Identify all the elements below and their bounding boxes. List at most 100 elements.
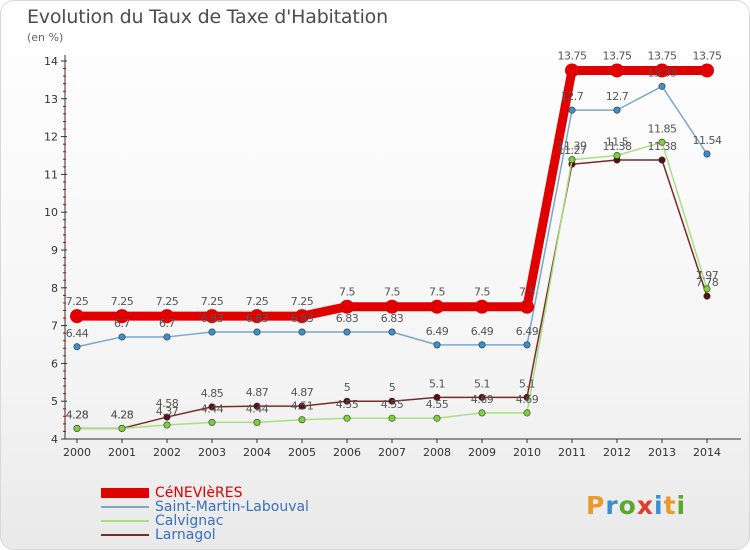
x-tick-label: 2007 [378,446,406,459]
x-tick-label: 2010 [513,446,541,459]
x-tick-label: 2001 [108,446,136,459]
data-point-0 [520,299,534,314]
x-tick-label: 2014 [693,446,721,459]
legend-swatch-larnagol [101,534,149,536]
data-label-0: 7.5 [519,286,535,299]
data-point-3 [478,393,486,401]
legend-swatch-cenevieres [101,488,149,498]
data-label-0: 7.25 [156,295,179,308]
data-label-0: 7.25 [246,295,269,308]
data-label-3: 5.1 [429,377,445,390]
data-point-1 [163,333,171,341]
data-label-0: 7.5 [384,286,400,299]
brand-letter: i [676,491,687,520]
data-label-1: 6.83 [201,312,224,325]
data-label-1: 12.7 [561,90,584,103]
x-tick-label: 2008 [423,446,451,459]
x-tick-label: 2004 [243,446,271,459]
data-label-1: 13.33 [648,66,677,79]
data-label-1: 6.83 [291,312,314,325]
data-label-0: 7.5 [339,286,355,299]
data-label-0: 7.25 [201,295,224,308]
data-point-0 [475,299,489,314]
data-label-0: 7.25 [111,295,134,308]
data-point-0 [70,309,84,324]
data-point-2 [388,414,396,422]
data-point-2 [253,418,261,426]
data-label-3: 5.1 [519,377,535,390]
data-label-0: 13.75 [603,49,632,62]
data-label-2: 4.69 [471,393,494,406]
y-tick-label: 5 [51,395,58,408]
brand-letter: o [618,491,637,520]
data-point-0 [340,299,354,314]
y-tick-label: 9 [51,244,58,257]
data-point-2 [523,409,531,417]
data-point-1 [433,341,441,349]
data-label-1: 6.49 [516,325,539,338]
x-tick-label: 2013 [648,446,676,459]
data-label-2: 4.51 [291,400,314,413]
data-label-3: 4.87 [246,386,269,399]
data-point-0 [115,309,129,324]
data-label-3: 5 [389,381,396,394]
brand-letter: x [636,491,654,520]
data-label-2: 4.28 [66,408,89,421]
data-point-0 [610,63,624,78]
data-label-0: 7.25 [66,295,89,308]
data-point-1 [658,82,666,90]
data-point-2 [73,424,81,432]
data-point-3 [253,402,261,410]
data-label-1: 6.83 [381,312,404,325]
data-label-1: 6.49 [471,325,494,338]
data-label-2: 7.97 [696,269,719,282]
chart-title: Evolution du Taux de Taxe d'Habitation [27,6,388,28]
data-point-3 [163,413,171,421]
x-tick-label: 2003 [198,446,226,459]
data-point-3 [208,403,216,411]
data-point-3 [658,156,666,164]
data-label-2: 4.28 [111,408,134,421]
data-label-2: 11.5 [606,136,629,149]
y-tick-label: 6 [51,357,58,370]
brand-letter: r [605,491,619,520]
data-label-3: 4.28 [111,408,134,421]
data-point-2 [703,285,711,293]
data-point-1 [73,343,81,351]
data-point-0 [205,309,219,324]
brand-letter: i [654,491,664,520]
data-point-3 [298,402,306,410]
data-point-1 [208,328,216,336]
data-point-1 [478,341,486,349]
x-tick-label: 2002 [153,446,181,459]
data-point-0 [655,63,669,78]
data-point-2 [568,156,576,164]
x-tick-label: 2000 [63,446,91,459]
x-tick-label: 2006 [333,446,361,459]
data-point-1 [118,333,126,341]
data-point-3 [703,292,711,300]
y-tick-label: 13 [44,93,58,106]
data-label-0: 7.5 [429,286,445,299]
data-point-1 [388,328,396,336]
proxiti-logo: Proxiti [586,491,686,520]
data-point-3 [343,397,351,405]
data-point-0 [160,309,174,324]
data-label-1: 11.54 [693,134,722,147]
data-point-1 [298,328,306,336]
data-label-3: 4.28 [66,408,89,421]
data-point-3 [433,393,441,401]
data-label-2: 4.55 [336,398,359,411]
x-tick-label: 2012 [603,446,631,459]
data-label-3: 5 [344,381,351,394]
data-point-1 [703,150,711,158]
chart-subtitle: (en %) [27,31,64,44]
legend-swatch-saint-martin-labouval [101,506,149,508]
data-point-1 [613,106,621,114]
data-point-2 [433,414,441,422]
data-point-2 [208,418,216,426]
data-point-2 [613,152,621,160]
data-label-1: 6.49 [426,325,449,338]
data-label-2: 4.55 [426,398,449,411]
